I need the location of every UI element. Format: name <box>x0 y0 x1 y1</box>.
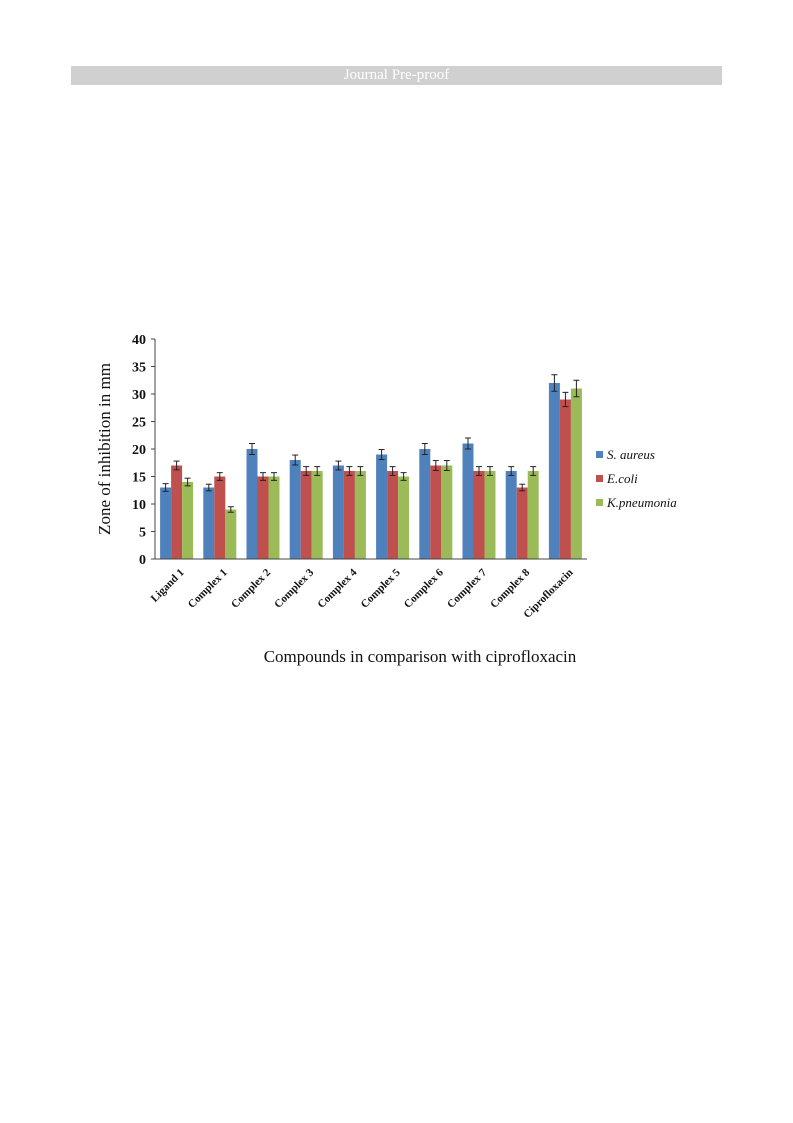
bar <box>419 449 431 559</box>
x-category-label: Ligand 1 <box>149 567 187 605</box>
bar <box>311 471 323 559</box>
x-axis-title: Compounds in comparison with ciprofloxac… <box>264 647 577 666</box>
x-category-label: Complex 8 <box>488 566 532 610</box>
y-tick-label: 25 <box>132 416 146 431</box>
journal-banner: Journal Pre-proof <box>71 66 722 85</box>
bar <box>214 476 226 559</box>
legend-swatch <box>596 499 603 506</box>
bar <box>505 471 517 559</box>
x-category-label: Complex 5 <box>359 566 403 610</box>
x-category-label: Complex 3 <box>272 566 316 610</box>
y-tick-label: 30 <box>132 388 146 403</box>
bar <box>527 471 539 559</box>
legend-label: K.pneumonia <box>606 495 677 510</box>
chart-legend: S. aureus E.coli K.pneumonia <box>596 447 677 510</box>
y-tick-label: 35 <box>132 361 146 376</box>
x-category-label: Complex 6 <box>402 566 446 610</box>
x-category-label: Complex 7 <box>445 566 489 610</box>
legend-swatch <box>596 451 603 458</box>
bar <box>300 471 312 559</box>
bar <box>570 388 582 559</box>
x-axis-category-labels: Ligand 1 Complex 1 Complex 2 Complex 3 Compl… <box>149 566 576 620</box>
bar <box>343 471 355 559</box>
x-category-label: Complex 2 <box>229 566 273 610</box>
legend-label: E.coli <box>606 471 638 486</box>
x-category-label: Complex 4 <box>315 566 359 610</box>
error-bars <box>162 374 580 513</box>
legend-label: S. aureus <box>607 447 655 462</box>
y-axis-title: Zone of inhibition in mm <box>95 363 114 535</box>
bar <box>268 476 280 559</box>
bar <box>441 465 453 559</box>
bar <box>246 449 258 559</box>
bar <box>203 487 215 559</box>
bar <box>160 487 172 559</box>
bar <box>559 399 571 559</box>
x-category-label: Complex 1 <box>186 567 230 611</box>
legend-swatch <box>596 475 603 482</box>
bar <box>225 509 237 559</box>
y-tick-label: 40 <box>132 333 146 348</box>
bar <box>430 465 442 559</box>
bar <box>516 487 528 559</box>
y-tick-label: 0 <box>139 553 146 568</box>
bar-marks <box>160 383 582 559</box>
bar <box>462 443 474 559</box>
y-axis-ticks: 0 5 10 15 20 25 30 35 40 <box>132 333 155 568</box>
bar <box>484 471 496 559</box>
bar <box>376 454 388 559</box>
bar <box>289 460 301 559</box>
bar <box>387 471 399 559</box>
bar <box>398 476 410 559</box>
bar <box>354 471 366 559</box>
y-tick-label: 5 <box>139 526 146 541</box>
bar <box>171 465 183 559</box>
y-tick-label: 20 <box>132 443 146 458</box>
bar <box>548 383 560 559</box>
y-tick-label: 10 <box>132 498 146 513</box>
bar <box>332 465 344 559</box>
bar <box>257 476 269 559</box>
y-tick-label: 15 <box>132 471 146 486</box>
bar <box>182 482 194 559</box>
bar <box>473 471 485 559</box>
